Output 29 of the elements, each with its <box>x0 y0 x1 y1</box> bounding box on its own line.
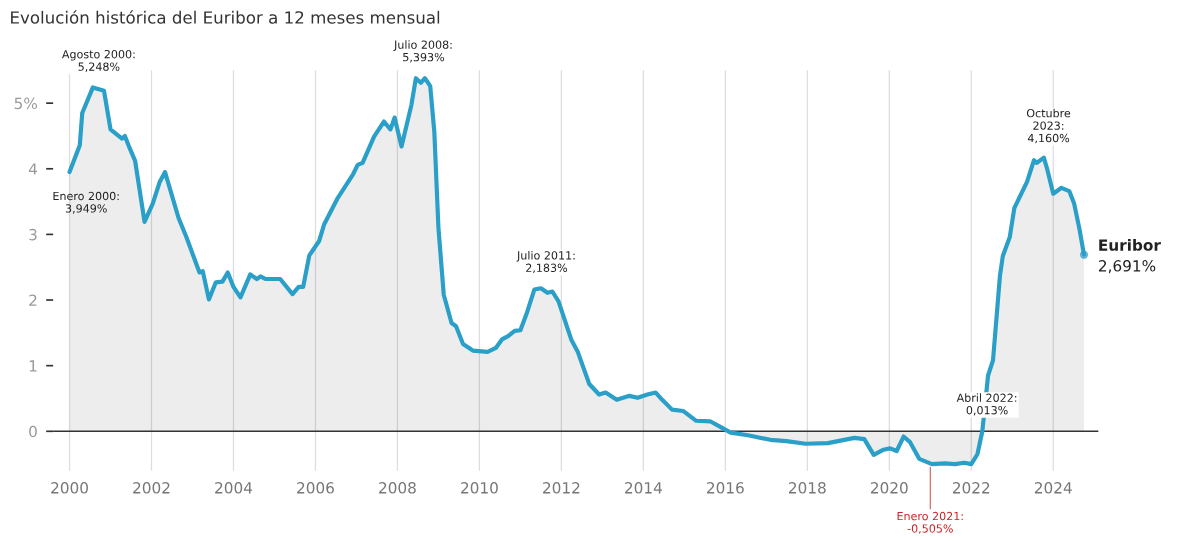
x-tick-label: 2020 <box>870 482 908 494</box>
annotation: 2,691% <box>1098 260 1156 274</box>
y-tick-label: 2 <box>29 294 37 306</box>
y-tick-label: 5% <box>14 97 38 110</box>
x-tick-label: 2024 <box>1034 482 1072 494</box>
annotation: Enero 2000: 3,949% <box>53 191 119 214</box>
x-tick-label: 2016 <box>707 482 744 494</box>
x-tick-label: 2000 <box>51 482 88 494</box>
x-tick-label: 2004 <box>215 482 253 494</box>
x-tick-label: 2014 <box>625 482 662 494</box>
annotation: Enero 2021: -0,505% <box>897 511 963 534</box>
annotation: Julio 2011: 2,183% <box>516 250 575 274</box>
y-tick-label: 4 <box>28 163 38 175</box>
x-tick-label: 2002 <box>133 482 170 494</box>
annotation: Octubre 2023: 4,160% <box>1026 108 1071 144</box>
chart-title: Evolución histórica del Euribor a 12 meses mensual <box>11 10 440 24</box>
x-tick-label: 2008 <box>379 482 416 494</box>
x-tick-label: 2010 <box>461 482 498 494</box>
y-tick-label: 0 <box>29 425 37 438</box>
x-tick-label: 2012 <box>543 482 580 494</box>
annotation: Julio 2008: 5,393% <box>393 40 452 63</box>
annotation: Abril 2022: 0,013% <box>956 393 1017 416</box>
y-tick-label: 1 <box>29 360 37 372</box>
series-label: Euribor <box>1099 239 1161 251</box>
x-tick-label: 2018 <box>789 482 826 494</box>
x-tick-label: 2022 <box>952 482 990 494</box>
x-tick-label: 2006 <box>297 482 334 494</box>
annotation: Agosto 2000: 5,248% <box>61 49 135 72</box>
y-tick-label: 3 <box>29 228 37 241</box>
